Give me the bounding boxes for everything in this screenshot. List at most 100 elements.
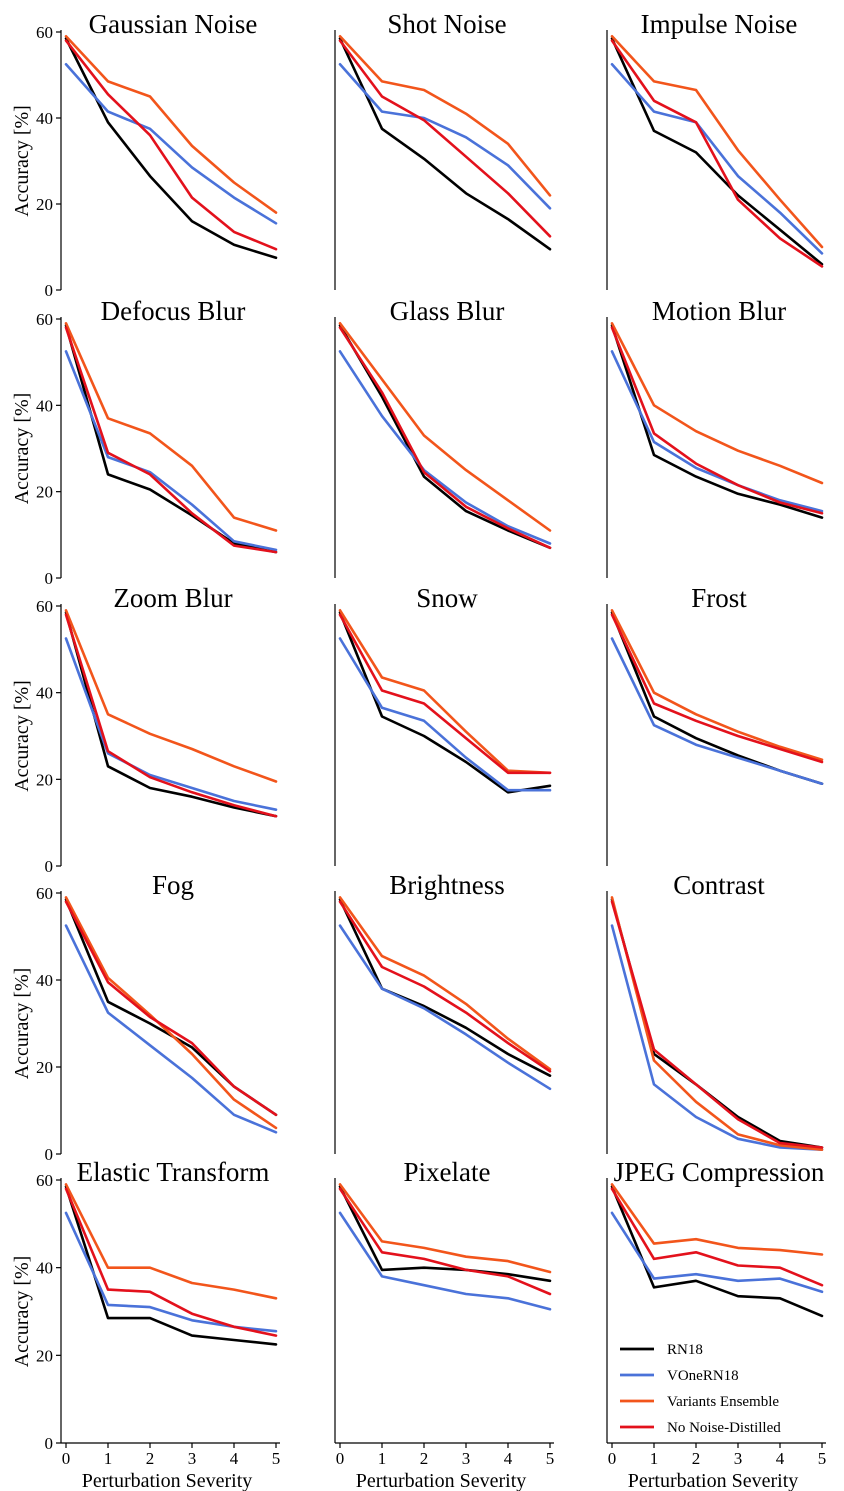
y-tick-label: 0 [45,281,54,300]
x-tick-label: 1 [650,1449,659,1468]
series-line-rn18 [338,324,552,550]
series-line-vonern18 [338,63,552,210]
panel-glass-blur: Glass Blur [334,296,552,578]
series-line-no-noise-distilled [610,1187,824,1287]
panel-impulse-noise: Impulse Noise [606,9,824,290]
series-line-rn18 [610,611,824,786]
series-line-no-noise-distilled [64,900,278,1117]
y-tick-label: 0 [45,1434,54,1453]
panel-motion-blur: Motion Blur [606,296,824,578]
series-line-vonern18 [338,924,552,1091]
y-tick-label: 60 [36,597,53,616]
series-line-no-noise-distilled [338,39,552,238]
series-line-variants-ensemble [64,34,278,214]
y-tick-label: 20 [36,770,53,789]
panel-pixelate: 0 1 2 3 4 5 Perturbation Severity Pixelate [334,1157,555,1491]
y-tick-label: 40 [36,971,53,990]
legend: RN18 VOneRN18 Variants Ensemble No Noise-Di… [620,1342,781,1436]
series-line-rn18 [64,37,278,260]
y-tick-label: 40 [36,684,53,703]
panel-title: Shot Noise [387,9,506,39]
series-line-no-noise-distilled [64,1187,278,1337]
panel-title: Contrast [673,870,765,900]
x-tick-label: 1 [378,1449,387,1468]
y-tick-label: 0 [45,569,54,588]
series-line-variants-ensemble [610,34,824,249]
series-line-rn18 [338,898,552,1077]
panel-title: Impulse Noise [641,9,798,39]
series-line-variants-ensemble [610,608,824,762]
panel-title: Snow [416,583,478,613]
panel-title: Glass Blur [390,296,505,326]
y-tick-label: 0 [45,1145,54,1164]
series-line-vonern18 [64,637,278,812]
series-line-no-noise-distilled [64,39,278,251]
panel-brightness: Brightness [334,870,552,1154]
series-line-rn18 [610,324,824,519]
y-axis-label: Accuracy [%] [11,393,33,505]
series-line-vonern18 [610,924,824,1151]
series-line-vonern18 [338,350,552,545]
y-axis-label: Accuracy [%] [11,680,33,792]
panel-frost: Frost [606,583,824,866]
y-tick-label: 60 [36,884,53,903]
x-tick-label: 3 [188,1449,197,1468]
panel-zoom-blur: 0 20 40 60 Accuracy [%] Zoom Blur [11,583,278,876]
series-line-variants-ensemble [64,896,278,1130]
x-tick-label: 2 [146,1449,155,1468]
legend-label: VOneRN18 [667,1368,739,1384]
x-axis-label: Perturbation Severity [356,1470,527,1491]
series-line-vonern18 [610,63,824,255]
x-tick-label: 3 [734,1449,743,1468]
series-line-variants-ensemble [64,1183,278,1300]
series-line-variants-ensemble [64,608,278,783]
series-line-rn18 [64,324,278,554]
x-tick-label: 5 [818,1449,827,1468]
y-axis-label: Accuracy [%] [11,105,33,217]
x-tick-label: 3 [462,1449,471,1468]
x-tick-label: 4 [504,1449,513,1468]
panel-title: Gaussian Noise [89,9,258,39]
series-line-no-noise-distilled [338,900,552,1073]
x-tick-label: 0 [608,1449,617,1468]
y-tick-label: 60 [36,310,53,329]
series-line-rn18 [64,1185,278,1346]
series-line-no-noise-distilled [610,900,824,1149]
panel-title: Brightness [389,870,505,900]
series-line-rn18 [610,37,824,266]
x-tick-label: 1 [104,1449,113,1468]
series-line-vonern18 [338,637,552,792]
x-tick-label: 2 [692,1449,701,1468]
panel-title: Fog [152,870,194,900]
series-line-rn18 [610,1185,824,1318]
series-line-no-noise-distilled [338,613,552,775]
series-line-vonern18 [610,1211,824,1294]
panel-elastic-transform: 0 20 40 60 Accuracy [%] 0 1 2 3 4 5 Perturbation Se… [11,1157,280,1491]
y-axis-label: Accuracy [%] [11,968,33,1080]
y-tick-label: 60 [36,1171,53,1190]
legend-label: RN18 [667,1342,703,1358]
series-line-vonern18 [64,924,278,1134]
series-line-variants-ensemble [338,896,552,1071]
x-tick-label: 5 [546,1449,555,1468]
series-line-vonern18 [610,350,824,513]
series-line-no-noise-distilled [64,613,278,818]
y-tick-label: 20 [36,1346,53,1365]
series-line-vonern18 [64,63,278,225]
panel-title: Elastic Transform [77,1157,270,1187]
x-tick-label: 0 [336,1449,345,1468]
series-line-vonern18 [64,350,278,552]
series-line-rn18 [338,1185,552,1283]
series-line-no-noise-distilled [338,1187,552,1296]
x-tick-label: 4 [776,1449,785,1468]
series-line-no-noise-distilled [610,613,824,764]
x-tick-label: 2 [420,1449,429,1468]
series-line-rn18 [64,898,278,1117]
x-axis-label: Perturbation Severity [82,1470,253,1491]
series-line-variants-ensemble [610,896,824,1151]
series-line-rn18 [64,611,278,818]
panel-title: Defocus Blur [101,296,246,326]
y-tick-label: 40 [36,109,53,128]
panel-defocus-blur: 0 20 40 60 Accuracy [%] Defocus Blur [11,296,278,588]
